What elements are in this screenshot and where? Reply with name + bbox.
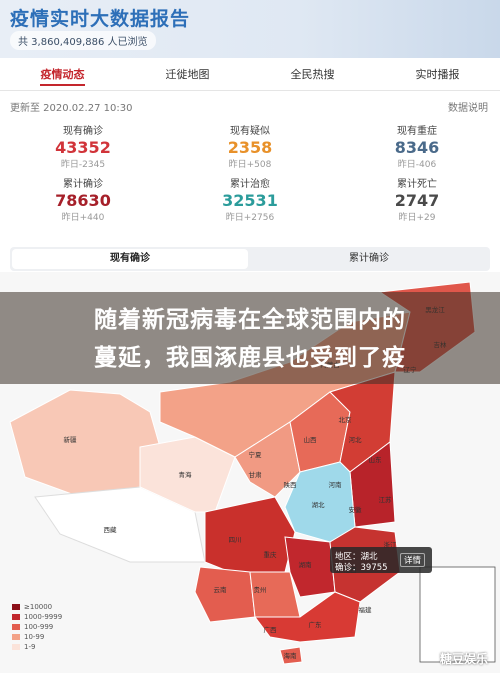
legend-swatch [12, 644, 20, 650]
tab-indicator [40, 84, 85, 86]
map-label: 河南 [329, 480, 343, 489]
map-label: 青海 [179, 470, 193, 479]
tab[interactable]: 迁徙地图 [165, 68, 210, 81]
legend-label: 1-9 [24, 643, 36, 651]
legend-swatch [12, 604, 20, 610]
map-label: 海南 [284, 651, 298, 660]
tooltip-region: 地区：湖北 [335, 552, 378, 562]
divider [0, 90, 500, 91]
legend-label: ≥10000 [24, 603, 53, 611]
tooltip-value: 确诊：39755 [335, 563, 388, 573]
tooltip: 地区：湖北 确诊：39755 详情 [330, 547, 432, 573]
legend-item: 1-9 [12, 642, 62, 652]
legend: ≥10000 1000-9999 100-999 10-99 1-9 [12, 602, 62, 652]
province [194, 566, 256, 623]
stat-value: 2747 [394, 191, 440, 210]
view-count: 共 3,860,409,886 人已浏览 [10, 31, 156, 50]
stat-change: 昨日+29 [398, 213, 436, 223]
stat-label: 现有重症 [397, 126, 437, 137]
stat-cell: 现有重症 8346 昨日-406 [334, 122, 500, 170]
map-label: 陕西 [284, 480, 298, 489]
subtab[interactable]: 累计确诊 [349, 253, 389, 264]
stat-cell: 累计治愈 32531 昨日+2756 [167, 175, 333, 223]
legend-item: 1000-9999 [12, 612, 62, 622]
map-label: 安徽 [349, 505, 363, 514]
stat-value: 78630 [55, 191, 111, 210]
map-label: 江苏 [379, 495, 393, 504]
tab[interactable]: 疫情动态 [40, 68, 85, 81]
stat-change: 昨日-2345 [60, 160, 106, 170]
legend-label: 1000-9999 [24, 613, 63, 621]
caption-line: 随着新冠病毒在全球范围内的 [94, 307, 406, 333]
map-label: 云南 [214, 585, 228, 594]
stat-cell: 累计死亡 2747 昨日+29 [334, 175, 500, 223]
tab[interactable]: 全民热搜 [290, 68, 335, 81]
map-label: 湖北 [312, 500, 326, 509]
province [279, 646, 303, 665]
map-label: 甘肃 [249, 470, 263, 479]
province [234, 421, 301, 498]
legend-swatch [12, 624, 20, 630]
stat-label: 累计治愈 [230, 179, 270, 190]
map-label: 新疆 [64, 435, 78, 444]
stat-value: 32531 [222, 191, 278, 210]
stat-label: 现有确诊 [63, 126, 103, 137]
watermark: 糖豆娱乐 [439, 652, 488, 666]
stat-change: 昨日-406 [397, 160, 437, 170]
map-label: 四川 [229, 536, 242, 544]
legend-swatch [12, 614, 20, 620]
tooltip-button[interactable]: 详情 [400, 553, 426, 567]
stat-value: 43352 [55, 138, 111, 157]
legend-item: 10-99 [12, 632, 62, 642]
legend-item: 100-999 [12, 622, 62, 632]
stat-change: 昨日+440 [61, 213, 105, 223]
map-label: 重庆 [264, 550, 278, 559]
map-label: 山东 [369, 455, 383, 464]
stat-label: 现有疑似 [230, 126, 270, 137]
province [284, 536, 336, 598]
caption-line: 蔓延，我国涿鹿县也受到了疫 [94, 345, 406, 371]
stat-change: 昨日+508 [228, 160, 272, 170]
subtab[interactable]: 现有确诊 [12, 249, 248, 269]
stat-change: 昨日+2756 [225, 213, 275, 223]
legend-label: 10-99 [24, 633, 45, 641]
map-label: 浙江 [384, 540, 398, 549]
map-label: 河北 [349, 436, 363, 444]
map-label: 福建 [359, 605, 373, 614]
legend-label: 100-999 [24, 623, 54, 631]
stat-cell: 现有疑似 2358 昨日+508 [167, 122, 333, 170]
province [254, 591, 361, 643]
map-label: 西藏 [104, 525, 118, 534]
legend-item: ≥10000 [12, 602, 62, 612]
map-label: 湖南 [299, 560, 313, 569]
stat-cell: 累计确诊 78630 昨日+440 [0, 175, 166, 223]
map-label: 山西 [304, 435, 318, 444]
caption-band [0, 292, 500, 384]
stat-label: 累计确诊 [63, 179, 103, 190]
stat-value: 8346 [394, 138, 440, 157]
stat-cell: 现有确诊 43352 昨日-2345 [0, 122, 166, 170]
stat-label: 累计死亡 [397, 179, 437, 190]
legend-swatch [12, 634, 20, 640]
map-label: 广西 [264, 625, 278, 634]
map-label: 宁夏 [249, 450, 263, 459]
update-time: 更新至 2020.02.27 10:30 [10, 103, 133, 114]
inset-box [419, 566, 496, 663]
map-label: 北京 [339, 415, 353, 424]
title: 疫情实时大数据报告 [10, 8, 191, 30]
tab[interactable]: 实时播报 [415, 68, 460, 81]
info-link[interactable]: 数据说明 [448, 103, 488, 114]
stat-value: 2358 [227, 138, 273, 157]
map-label: 贵州 [254, 585, 267, 594]
map-label: 广东 [309, 620, 323, 629]
